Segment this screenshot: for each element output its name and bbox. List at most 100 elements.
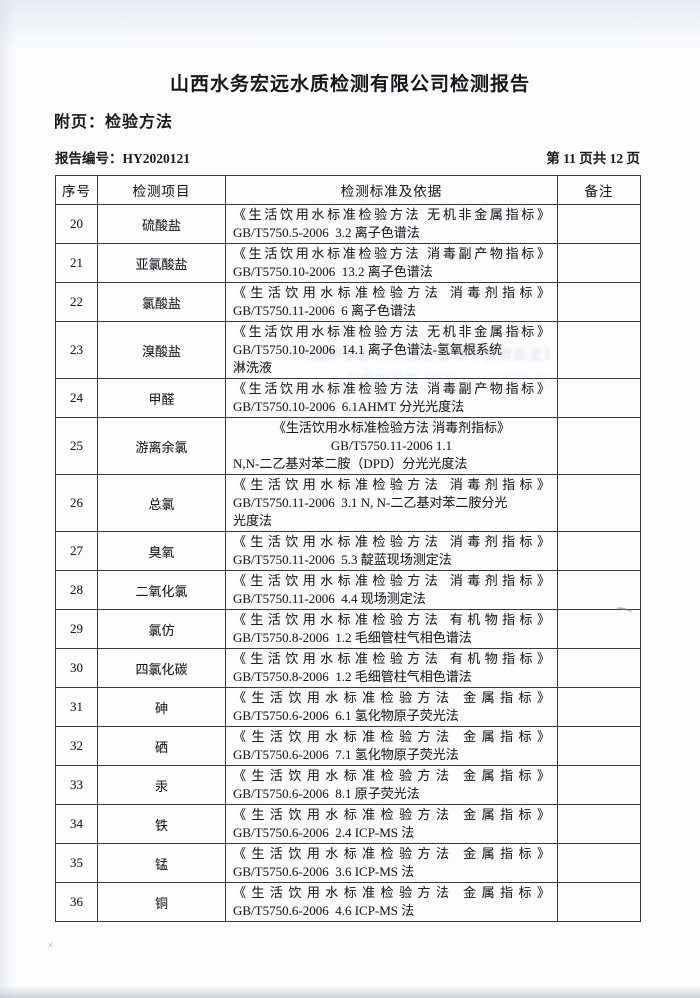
page-indicator: 第 11 页共 12 页 <box>546 151 640 166</box>
row-standard: 《生活饮用水标准检验方法 消毒剂指标》 GB/T5750.11-2006 6 离子… <box>225 282 558 322</box>
table-row: 31 砷 《生活饮用水标准检验方法 金属指标》 GB/T5750.6-2006 6… <box>55 687 641 727</box>
row-item: 亚氯酸盐 <box>97 243 226 283</box>
table-header-standard: 检测标准及依据 <box>225 175 558 205</box>
standard-line: 《生活饮用水标准检验方法 金属指标》 <box>233 885 550 900</box>
row-standard: 《生活饮用水标准检验方法 消毒副产物指标》 GB/T5750.10-2006 6.… <box>225 378 558 418</box>
table-row: 27 臭氧 《生活饮用水标准检验方法 消毒剂指标》 GB/T5750.11-200… <box>55 531 641 571</box>
standard-line: 淋洗液 <box>233 360 273 375</box>
row-standard: 《生活饮用水标准检验方法 金属指标》 GB/T5750.6-2006 7.1 氢化… <box>225 726 558 766</box>
table-row: 33 汞 《生活饮用水标准检验方法 金属指标》 GB/T5750.6-2006 8… <box>55 765 641 805</box>
standard-line: 《生活饮用水标准检验方法 消毒剂指标》 <box>272 420 511 435</box>
row-number: 24 <box>55 378 98 418</box>
row-number: 23 <box>55 321 98 379</box>
row-item: 氯酸盐 <box>97 282 226 322</box>
row-item: 溴酸盐 <box>97 321 226 379</box>
table-row: 35 锰 《生活饮用水标准检验方法 金属指标》 GB/T5750.6-2006 3… <box>55 843 641 883</box>
standard-line: 《生活饮用水标准检验方法 有机物指标》 <box>233 651 550 666</box>
standard-line: GB/T5750.8-2006 1.2 毛细管柱气相色谱法 <box>233 630 472 645</box>
table-row: 29 氯仿 《生活饮用水标准检验方法 有机物指标》 GB/T5750.8-2006… <box>55 609 641 649</box>
table-row: 21 亚氯酸盐 《生活饮用水标准检验方法 消毒副产物指标》 GB/T5750.10… <box>55 243 641 283</box>
standard-line: GB/T5750.11-2006 5.3 靛蓝现场测定法 <box>233 552 452 567</box>
row-item: 氯仿 <box>97 609 226 649</box>
row-number: 35 <box>55 843 98 883</box>
row-remark <box>557 687 641 727</box>
standard-line: GB/T5750.11-2006 1.1 <box>330 438 453 453</box>
row-standard: 《生活饮用水标准检验方法 金属指标》 GB/T5750.6-2006 6.1 氢化… <box>225 687 558 727</box>
report-meta-row: 报告编号：HY2020121 第 11 页共 12 页 <box>55 147 640 167</box>
methods-table: 序号 检测项目 检测标准及依据 备注 20 硫酸盐 《生活饮用水标准检验方法 无… <box>55 175 641 922</box>
row-standard: 《生活饮用水标准检验方法 金属指标》 GB/T5750.6-2006 4.6 IC… <box>225 882 558 922</box>
standard-line: GB/T5750.6-2006 4.6 ICP-MS 法 <box>233 903 415 918</box>
standard-line: N,N-二乙基对苯二胺（DPD）分光光度法 <box>233 456 468 471</box>
row-standard: 《生活饮用水标准检验方法 无机非金属指标》 GB/T5750.10-2006 14… <box>225 321 558 379</box>
row-standard: 《生活饮用水标准检验方法 无机非金属指标》 GB/T5750.5-2006 3.2… <box>225 204 558 244</box>
standard-line: 《生活饮用水标准检验方法 有机物指标》 <box>233 612 550 627</box>
table-row: 30 四氯化碳 《生活饮用水标准检验方法 有机物指标》 GB/T5750.8-20… <box>55 648 641 688</box>
standard-line: 《生活饮用水标准检验方法 金属指标》 <box>233 729 550 744</box>
row-number: 20 <box>55 204 98 244</box>
row-number: 34 <box>55 804 98 844</box>
scan-shading-top <box>0 0 700 62</box>
row-number: 33 <box>55 765 98 805</box>
row-number: 31 <box>55 687 98 727</box>
standard-line: 《生活饮用水标准检验方法 消毒副产物指标》 <box>233 246 550 261</box>
standard-line: 《生活饮用水标准检验方法 金属指标》 <box>233 768 550 783</box>
standard-line: GB/T5750.6-2006 2.4 ICP-MS 法 <box>233 825 415 840</box>
standard-line: 《生活饮用水标准检验方法 消毒剂指标》 <box>233 573 550 588</box>
row-standard: 《生活饮用水标准检验方法 金属指标》 GB/T5750.6-2006 2.4 IC… <box>225 804 558 844</box>
row-number: 21 <box>55 243 98 283</box>
standard-line: 《生活饮用水标准检验方法 无机非金属指标》 <box>233 207 550 222</box>
row-number: 36 <box>55 882 98 922</box>
row-number: 22 <box>55 282 98 322</box>
section-label: 附页：检验方法 <box>54 114 174 131</box>
standard-line: GB/T5750.6-2006 7.1 氢化物原子荧光法 <box>233 747 459 762</box>
row-standard: 《生活饮用水标准检验方法 有机物指标》 GB/T5750.8-2006 1.2 毛… <box>225 609 558 649</box>
row-remark <box>557 648 641 688</box>
table-row: 23 溴酸盐 《生活饮用水标准检验方法 无机非金属指标》 GB/T5750.10-… <box>55 321 641 379</box>
row-number: 26 <box>55 474 98 532</box>
row-remark <box>557 378 641 418</box>
row-item: 臭氧 <box>97 531 226 571</box>
standard-line: GB/T5750.6-2006 3.6 ICP-MS 法 <box>233 864 415 879</box>
row-item: 游离余氯 <box>97 417 226 475</box>
row-remark <box>557 726 641 766</box>
table-row: 34 铁 《生活饮用水标准检验方法 金属指标》 GB/T5750.6-2006 2… <box>55 804 641 844</box>
standard-line: GB/T5750.6-2006 8.1 原子荧光法 <box>233 786 420 801</box>
scan-shading-bottom <box>0 985 700 998</box>
row-remark <box>557 282 641 322</box>
standard-line: 《生活饮用水标准检验方法 无机非金属指标》 <box>233 324 550 339</box>
standard-line: 《生活饮用水标准检验方法 消毒剂指标》 <box>233 285 550 300</box>
report-number-label: 报告编号： <box>55 151 123 166</box>
table-header-row: 序号 检测项目 检测标准及依据 备注 <box>55 175 641 205</box>
table-row: 28 二氧化氯 《生活饮用水标准检验方法 消毒剂指标》 GB/T5750.11-2… <box>55 570 641 610</box>
table-row: 22 氯酸盐 《生活饮用水标准检验方法 消毒剂指标》 GB/T5750.11-20… <box>55 282 641 322</box>
row-remark <box>557 765 641 805</box>
table-header-remark: 备注 <box>557 175 641 205</box>
standard-line: GB/T5750.6-2006 6.1 氢化物原子荧光法 <box>233 708 459 723</box>
row-remark <box>557 882 641 922</box>
row-number: 27 <box>55 531 98 571</box>
standard-line: 光度法 <box>233 513 273 528</box>
table-row: 26 总氯 《生活饮用水标准检验方法 消毒剂指标》 GB/T5750.11-200… <box>55 474 641 532</box>
row-remark <box>557 204 641 244</box>
row-item: 铁 <box>97 804 226 844</box>
row-remark <box>557 417 641 475</box>
row-standard: 《生活饮用水标准检验方法 消毒剂指标》 GB/T5750.11-2006 3.1 … <box>225 474 558 532</box>
row-item: 二氧化氯 <box>97 570 226 610</box>
report-number-value: HY2020121 <box>122 151 191 166</box>
row-standard: 《生活饮用水标准检验方法 有机物指标》 GB/T5750.8-2006 1.2 毛… <box>225 648 558 688</box>
row-standard: 《生活饮用水标准检验方法 金属指标》 GB/T5750.6-2006 8.1 原子… <box>225 765 558 805</box>
row-number: 32 <box>55 726 98 766</box>
row-standard: 《生活饮用水标准检验方法 消毒剂指标》 GB/T5750.11-2006 4.4 … <box>225 570 558 610</box>
table-row: 20 硫酸盐 《生活饮用水标准检验方法 无机非金属指标》 GB/T5750.5-2… <box>55 204 641 244</box>
table-row: 32 硒 《生活饮用水标准检验方法 金属指标》 GB/T5750.6-2006 7… <box>55 726 641 766</box>
row-item: 汞 <box>97 765 226 805</box>
row-remark <box>557 609 641 649</box>
report-number: 报告编号：HY2020121 <box>55 147 190 167</box>
row-number: 29 <box>55 609 98 649</box>
standard-line: 《生活饮用水标准检验方法 消毒剂指标》 <box>233 477 550 492</box>
row-standard: 《生活饮用水标准检验方法 消毒副产物指标》 GB/T5750.10-2006 13… <box>225 243 558 283</box>
standard-line: 《生活饮用水标准检验方法 金属指标》 <box>233 807 550 822</box>
table-row: 24 甲醛 《生活饮用水标准检验方法 消毒副产物指标》 GB/T5750.10-2… <box>55 378 641 418</box>
table-header-item: 检测项目 <box>97 175 226 205</box>
